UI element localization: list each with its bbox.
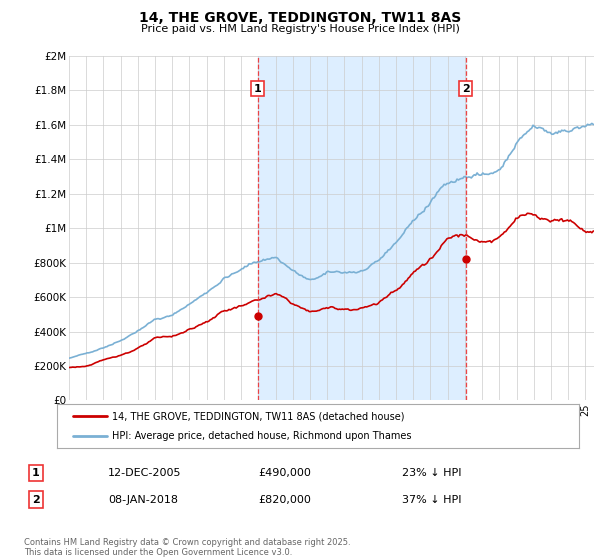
- Text: 1: 1: [254, 83, 262, 94]
- Text: 1: 1: [32, 468, 40, 478]
- Text: 12-DEC-2005: 12-DEC-2005: [108, 468, 182, 478]
- Text: 2: 2: [462, 83, 469, 94]
- Text: HPI: Average price, detached house, Richmond upon Thames: HPI: Average price, detached house, Rich…: [112, 431, 412, 441]
- Text: 2: 2: [32, 494, 40, 505]
- Text: 14, THE GROVE, TEDDINGTON, TW11 8AS: 14, THE GROVE, TEDDINGTON, TW11 8AS: [139, 11, 461, 25]
- Text: £820,000: £820,000: [258, 494, 311, 505]
- Text: Contains HM Land Registry data © Crown copyright and database right 2025.
This d: Contains HM Land Registry data © Crown c…: [24, 538, 350, 557]
- Text: 08-JAN-2018: 08-JAN-2018: [108, 494, 178, 505]
- Text: Price paid vs. HM Land Registry's House Price Index (HPI): Price paid vs. HM Land Registry's House …: [140, 24, 460, 34]
- Bar: [257, 56, 466, 400]
- Text: 37% ↓ HPI: 37% ↓ HPI: [402, 494, 461, 505]
- Text: 14, THE GROVE, TEDDINGTON, TW11 8AS (detached house): 14, THE GROVE, TEDDINGTON, TW11 8AS (det…: [112, 411, 404, 421]
- Text: £490,000: £490,000: [258, 468, 311, 478]
- Text: 23% ↓ HPI: 23% ↓ HPI: [402, 468, 461, 478]
